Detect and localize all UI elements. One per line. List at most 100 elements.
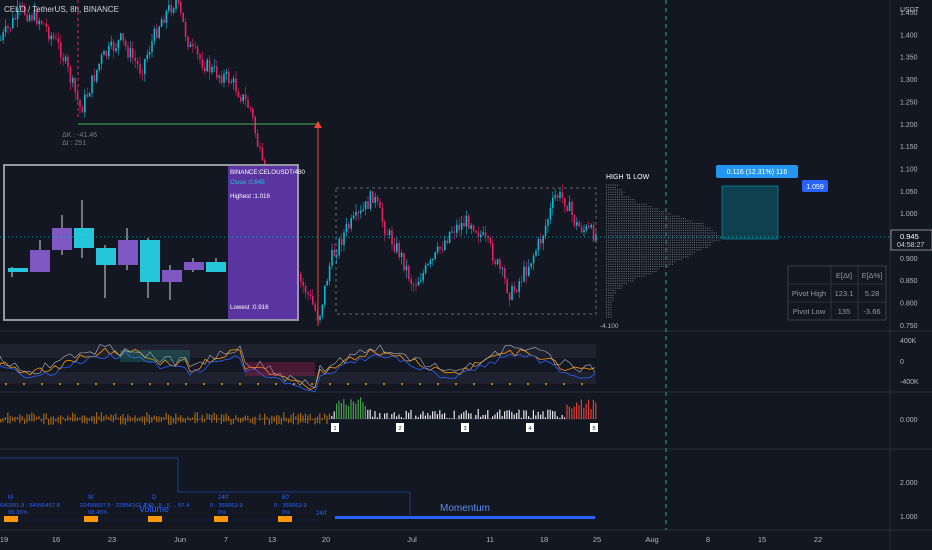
vol-bar xyxy=(460,413,462,419)
vol-bar xyxy=(499,409,501,419)
candle-body xyxy=(247,99,249,108)
candle-body xyxy=(9,27,12,29)
vol-bar xyxy=(72,412,74,422)
vol-bar xyxy=(348,405,350,419)
volume-profile-title: HIGH ⇅ LOW xyxy=(606,174,650,181)
candle-body xyxy=(328,265,331,281)
price-tick: 0.900 xyxy=(900,256,918,263)
vol-bar xyxy=(367,409,369,419)
time-tick: 23 xyxy=(108,535,116,544)
vol-bar xyxy=(211,414,213,423)
vol-bar xyxy=(564,417,566,419)
candle-body xyxy=(516,290,518,292)
vol-bar xyxy=(463,411,465,419)
candle-body xyxy=(172,8,175,13)
candle-body xyxy=(4,26,7,33)
vol-bar xyxy=(136,418,138,422)
candle-body xyxy=(369,191,372,209)
vol-bar xyxy=(580,399,582,419)
vol-bar xyxy=(43,413,45,425)
candle-body xyxy=(74,78,76,93)
vol-bar xyxy=(549,409,551,419)
vol-bar xyxy=(108,416,110,420)
vol-bar xyxy=(292,412,294,425)
vol-bar xyxy=(441,414,443,419)
vol-bar xyxy=(446,418,448,419)
pivot-row-high-dt: 123.1 xyxy=(835,289,854,298)
vol-bar xyxy=(110,414,112,422)
candle-body xyxy=(388,230,391,235)
vol-bar xyxy=(7,412,9,424)
candle-body xyxy=(235,78,237,92)
vol-bar xyxy=(64,418,66,422)
inset-candle xyxy=(74,228,94,248)
candle-body xyxy=(372,191,374,203)
candle-body xyxy=(129,48,132,58)
candle-body xyxy=(0,39,2,41)
osc-dot xyxy=(293,383,295,385)
candle-body xyxy=(393,244,396,252)
vol-bar xyxy=(208,413,210,420)
vol-bar xyxy=(96,412,98,424)
osc-dot xyxy=(311,383,313,385)
candle-body xyxy=(355,211,357,216)
osc-dot xyxy=(113,383,115,385)
candle-body xyxy=(463,222,465,227)
vol-bar xyxy=(280,417,282,425)
price-tick: 1.300 xyxy=(900,77,918,84)
vol-bar xyxy=(561,414,563,419)
candle-body xyxy=(441,249,444,251)
vol-bar xyxy=(177,417,179,422)
candle-body xyxy=(530,263,532,267)
momentum-stat-tag: 240' xyxy=(218,495,229,501)
candle-body xyxy=(115,48,117,52)
vol-bar xyxy=(585,403,587,419)
candle-body xyxy=(76,92,79,100)
vol-marker-label: 1 xyxy=(333,426,336,432)
vol-bar xyxy=(477,409,479,419)
vol-bar xyxy=(590,408,592,419)
vol-marker xyxy=(590,423,598,432)
vol-bar xyxy=(482,414,484,419)
candle-body xyxy=(156,28,158,38)
time-tick: Jun xyxy=(174,535,186,544)
candle-body xyxy=(223,73,225,83)
candle-body xyxy=(405,266,408,271)
symbol-title: CELO / TetherUS, 8h, BINANCE xyxy=(4,5,119,14)
inset-candle xyxy=(184,262,204,270)
vol-bar xyxy=(314,417,316,425)
vol-bar xyxy=(151,416,153,423)
price-tick: 1.250 xyxy=(900,99,918,106)
candle-body xyxy=(424,265,427,273)
candle-body xyxy=(216,66,218,78)
candle-body xyxy=(434,252,436,259)
vol-bar xyxy=(235,415,237,420)
vol-bar xyxy=(112,415,114,423)
vol-bar xyxy=(376,417,378,419)
vol-bar xyxy=(189,417,191,421)
price-axis[interactable]: 1.450 1.400 1.350 1.300 1.250 1.200 1.150 1.100… xyxy=(900,10,918,330)
candle-body xyxy=(554,195,556,198)
vol-bar xyxy=(511,411,513,419)
vol-bar xyxy=(410,409,412,419)
vol-bar xyxy=(432,411,434,419)
vol-bar xyxy=(160,417,162,422)
candle-body xyxy=(381,207,384,222)
candle-body xyxy=(321,304,324,316)
candle-body xyxy=(314,304,316,311)
vol-bar xyxy=(76,417,78,421)
vol-bar xyxy=(259,413,261,421)
vol-marker xyxy=(396,423,404,432)
time-axis[interactable]: 19 16 23 Jun 7 13 20 Jul 11 18 25 Aug 8 15 22 xyxy=(0,535,822,544)
osc-dot xyxy=(185,383,187,385)
candle-body xyxy=(242,94,244,102)
vol-bar xyxy=(213,412,215,421)
candle-body xyxy=(484,232,487,237)
momentum-stat-pct: 0% xyxy=(218,510,226,516)
candle-body xyxy=(300,273,302,282)
candle-body xyxy=(304,285,307,293)
candle-body xyxy=(122,33,124,41)
vol-bar xyxy=(199,418,201,420)
momentum-stat-marker xyxy=(4,516,18,522)
